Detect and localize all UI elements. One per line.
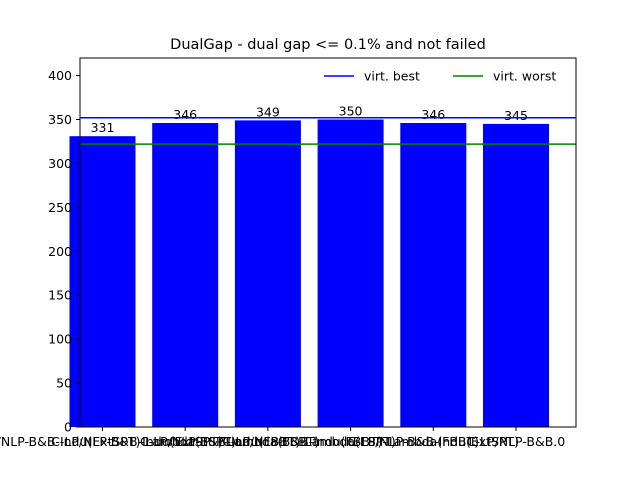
y-tick-label-200: 200 [48,244,72,259]
legend-label-virt-worst: virt. worst [493,69,556,84]
data-label-2: 346 [173,107,197,122]
data-label-3: 349 [256,104,280,119]
chart-title: DualGap - dual gap <= 0.1% and not faile… [170,37,486,53]
y-axis: 0 50 100 150 200 250 300 350 400 [48,68,80,435]
plot-frame [79,57,577,428]
bar-3 [234,120,301,427]
y-tick-label-400: 400 [48,68,72,83]
x-tick-label-2: C-LP/NLP-B&B-Indu(ExtSPT)-Lambda(FBBT) [51,434,319,449]
y-tick-label-300: 300 [48,156,72,171]
data-label-1: 331 [91,120,115,135]
bar-4 [317,119,384,427]
bar-5 [400,123,467,427]
bars-group [69,119,549,427]
x-tick-label-1: C-LP/NLP-B&B-Indu(ExtSPT)-Lambda(ESPT) [0,434,236,449]
x-tick-label-5: C-LP/NLP-B&B-Indu(ExtSPT) [348,434,520,449]
data-label-5: 346 [421,107,445,122]
y-tick-label-250: 250 [48,200,72,215]
legend-label-virt-best: virt. best [364,69,420,84]
x-tick-label-6: C-LP/NLP-B&B.0 [467,434,565,449]
legend: virt. best virt. worst [324,69,556,84]
reference-lines-group [80,116,576,145]
x-axis: C-LP/NLP-B&B-Indu(ExtSPT)-Lambda(ESPT)C-… [0,427,565,449]
y-tick-label-100: 100 [48,332,72,347]
x-tick-label-3: C-LP/NLP-B&B-Indu(FBBT)-Lambda(ESPT) [140,434,396,449]
y-tick-label-350: 350 [48,112,72,127]
y-tick-label-0: 0 [64,420,72,435]
y-tick-label-150: 150 [48,288,72,303]
y-tick-label-50: 50 [56,376,72,391]
data-label-6: 345 [504,108,528,123]
bar-6 [483,123,549,427]
x-tick-label-4: C-LP/NLP-B&B-Indu(FBBT)-Lambda(FBBT) [222,434,479,449]
data-label-4: 350 [339,104,363,119]
bar-2 [152,123,219,427]
